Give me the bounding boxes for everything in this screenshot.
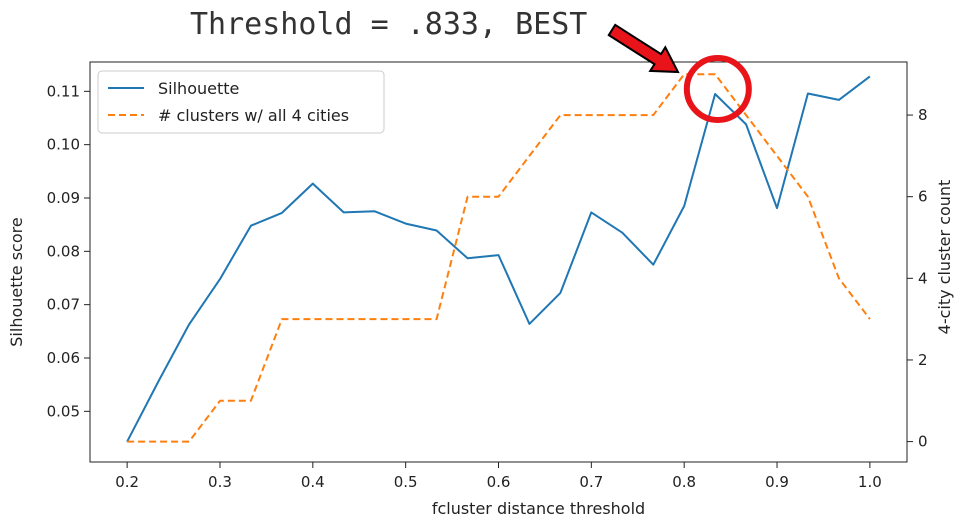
annotation-arrow [607,23,680,74]
x-tick-label: 1.0 [858,473,882,491]
cluster-count-line [127,73,871,443]
y-tick-label: 0.10 [47,136,80,154]
x-tick-label: 0.6 [487,473,511,491]
x-tick-label: 0.5 [394,473,418,491]
y2-tick-label: 6 [918,188,928,206]
highlight-circle [683,55,752,123]
legend-entry-label: Silhouette [158,79,239,98]
y-tick-label: 0.05 [47,402,80,420]
y-tick-label: 0.07 [47,296,80,314]
y-axis-label: Silhouette score [7,217,26,346]
x-tick-label: 0.9 [765,473,789,491]
y2-tick-label: 0 [918,433,928,451]
x-tick-label: 0.4 [301,473,325,491]
y2-tick-label: 4 [918,269,928,287]
y2-tick-label: 8 [918,106,928,124]
x-tick-label: 0.3 [208,473,232,491]
x-tick-label: 0.8 [672,473,696,491]
annotation-title: Threshold = .833, BEST [190,7,587,42]
silhouette-line [126,75,871,443]
y2-axis-label: 4-city cluster count [935,180,954,335]
y-tick-label: 0.06 [47,349,80,367]
x-tick-label: 0.7 [579,473,603,491]
y-tick-label: 0.09 [47,189,80,207]
y2-tick-label: 2 [918,351,928,369]
legend-box [97,70,385,134]
plot-area: 0.2 0.3 0.4 0.5 0.6 0.7 0.8 0.9 1.0 0.05 0.06 0.07 0… [7,23,954,518]
y-tick-label: 0.08 [47,242,80,260]
y-tick-label: 0.11 [47,82,80,100]
x-tick-label: 0.2 [115,473,139,491]
x-axis-label: fcluster distance threshold [432,499,645,518]
legend-entry-label: # clusters w/ all 4 cities [158,106,349,125]
